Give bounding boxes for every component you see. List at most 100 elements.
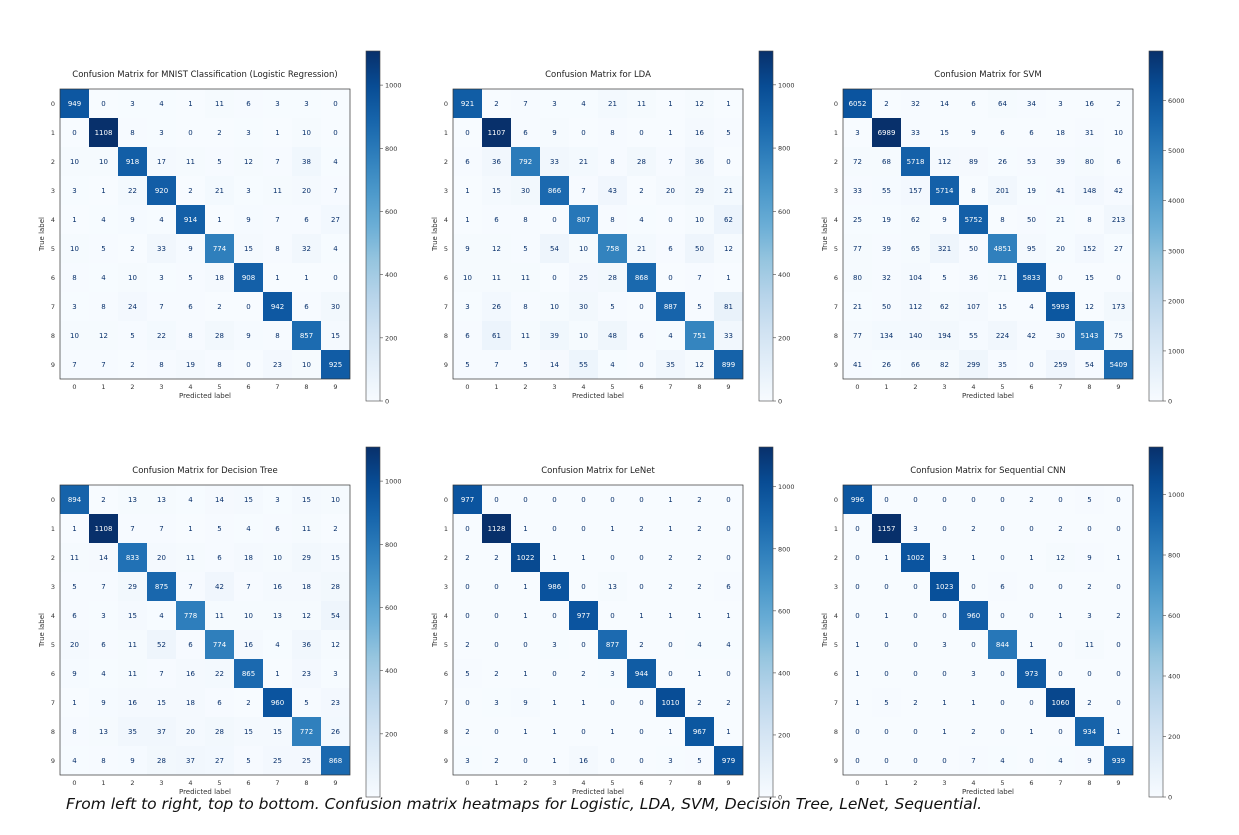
heatmap-cell — [627, 746, 656, 775]
heatmap-cell — [569, 147, 598, 176]
cell-value-label: 5 — [130, 332, 134, 340]
heatmap-cell — [205, 147, 234, 176]
x-tick-label: 4 — [971, 779, 975, 787]
heatmap-cell — [263, 292, 292, 321]
heatmap-cell — [1104, 746, 1133, 775]
heatmap-cell — [598, 263, 627, 292]
cell-value-label: 921 — [461, 100, 474, 108]
heatmap-cell — [321, 292, 350, 321]
y-tick-label: 4 — [834, 216, 838, 224]
x-tick-label: 1 — [884, 383, 888, 391]
heatmap-cell — [1104, 292, 1133, 321]
cell-value-label: 8 — [610, 158, 614, 166]
y-tick-label: 8 — [51, 728, 55, 736]
cell-value-label: 61 — [492, 332, 501, 340]
cell-value-label: 10 — [244, 612, 253, 620]
x-tick-label: 7 — [1058, 383, 1062, 391]
heatmap-cell — [656, 234, 685, 263]
heatmap-cell — [147, 688, 176, 717]
heatmap-cell — [656, 205, 685, 234]
cell-value-label: 2 — [217, 129, 221, 137]
cell-value-label: 12 — [695, 100, 704, 108]
heatmap-cell — [234, 746, 263, 775]
cell-value-label: 10 — [302, 129, 311, 137]
colorbar-tick-label: 600 — [778, 208, 790, 216]
heatmap-cell — [263, 147, 292, 176]
heatmap-cell — [656, 321, 685, 350]
colorbar-tick-label: 400 — [778, 271, 790, 279]
heatmap-cell — [656, 601, 685, 630]
cell-value-label: 1 — [217, 216, 221, 224]
heatmap-cell — [292, 485, 321, 514]
cell-value-label: 2 — [1058, 525, 1062, 533]
cell-value-label: 2 — [494, 100, 498, 108]
cell-value-label: 28 — [637, 158, 646, 166]
colorbar-tick-label: 0 — [778, 794, 782, 802]
cell-value-label: 13 — [273, 612, 282, 620]
heatmap-cell — [1046, 89, 1075, 118]
cell-value-label: 973 — [1025, 670, 1038, 678]
cell-value-label: 13 — [157, 496, 166, 504]
y-tick-label: 6 — [834, 274, 838, 282]
heatmap-cell — [540, 292, 569, 321]
cell-value-label: 0 — [1058, 728, 1062, 736]
colorbar-tick-label: 800 — [385, 145, 397, 153]
heatmap-cell — [205, 514, 234, 543]
heatmap-cell — [292, 717, 321, 746]
heatmap-cell — [540, 263, 569, 292]
y-tick-label: 3 — [834, 583, 838, 591]
cell-value-label: 1 — [855, 699, 859, 707]
heatmap-cell — [205, 543, 234, 572]
heatmap-cell — [292, 205, 321, 234]
cell-value-label: 6 — [217, 699, 222, 707]
cell-value-label: 15 — [273, 728, 282, 736]
cell-value-label: 934 — [1083, 728, 1097, 736]
heatmap-cell — [176, 630, 205, 659]
cell-value-label: 6 — [304, 303, 309, 311]
heatmap-cell — [234, 292, 263, 321]
heatmap-cell — [263, 205, 292, 234]
cell-value-label: 30 — [521, 187, 530, 195]
heatmap-cell — [234, 659, 263, 688]
cell-value-label: 979 — [722, 757, 735, 765]
y-tick-label: 3 — [444, 187, 448, 195]
heatmap-cell — [685, 234, 714, 263]
cell-value-label: 8 — [971, 187, 975, 195]
heatmap-cell — [714, 176, 743, 205]
cell-value-label: 2 — [697, 699, 701, 707]
cell-value-label: 6 — [304, 216, 309, 224]
cell-value-label: 3 — [610, 670, 614, 678]
heatmap-cell — [1017, 485, 1046, 514]
cell-value-label: 3 — [465, 757, 469, 765]
heatmap-cell — [60, 118, 89, 147]
y-tick-label: 9 — [444, 361, 448, 369]
x-tick-label: 6 — [1029, 383, 1033, 391]
heatmap-cell — [930, 688, 959, 717]
cell-value-label: 8 — [217, 361, 221, 369]
heatmap-cell — [1017, 572, 1046, 601]
cell-value-label: 865 — [242, 670, 255, 678]
heatmap-cell — [901, 630, 930, 659]
cell-value-label: 10 — [70, 245, 79, 253]
heatmap-cell — [1104, 205, 1133, 234]
heatmap-cell — [569, 89, 598, 118]
heatmap-cell — [511, 234, 540, 263]
cell-value-label: 5752 — [965, 216, 983, 224]
cell-value-label: 751 — [693, 332, 706, 340]
cell-value-label: 7 — [72, 361, 76, 369]
heatmap-cell — [60, 350, 89, 379]
y-tick-label: 6 — [51, 670, 55, 678]
heatmap-cell — [118, 688, 147, 717]
heatmap-cell — [685, 205, 714, 234]
x-tick-label: 4 — [188, 383, 192, 391]
y-tick-label: 0 — [51, 496, 55, 504]
heatmap-cell — [263, 263, 292, 292]
cell-value-label: 33 — [724, 332, 733, 340]
heatmap-cell — [1046, 688, 1075, 717]
cell-value-label: 758 — [606, 245, 619, 253]
x-tick-label: 5 — [1000, 383, 1004, 391]
heatmap-cell — [118, 263, 147, 292]
colorbar — [758, 50, 774, 402]
cell-value-label: 48 — [608, 332, 617, 340]
cell-value-label: 0 — [1058, 641, 1062, 649]
